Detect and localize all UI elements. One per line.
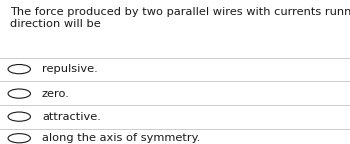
Text: The force produced by two parallel wires with currents running in the same
direc: The force produced by two parallel wires… <box>10 7 350 29</box>
Text: zero.: zero. <box>42 89 70 99</box>
Text: along the axis of symmetry.: along the axis of symmetry. <box>42 133 200 143</box>
Text: attractive.: attractive. <box>42 112 101 122</box>
Text: repulsive.: repulsive. <box>42 64 98 74</box>
